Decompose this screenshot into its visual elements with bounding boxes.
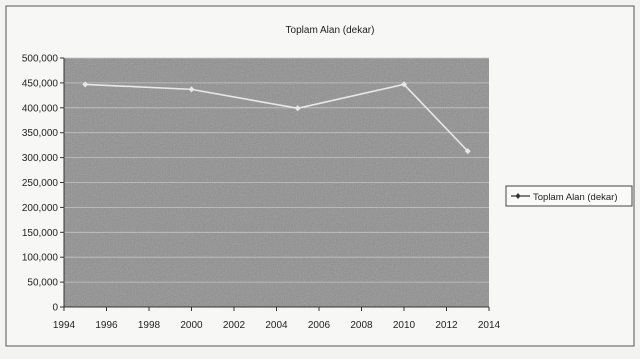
x-tick-label: 1996 bbox=[95, 320, 118, 331]
x-tick-label: 1998 bbox=[138, 320, 161, 331]
y-tick-label: 200,000 bbox=[22, 203, 59, 214]
y-tick-label: 300,000 bbox=[22, 153, 59, 164]
y-tick-label: 150,000 bbox=[22, 228, 59, 239]
y-tick-label: 450,000 bbox=[22, 78, 59, 89]
x-axis-ticks: 1994 1996 1998 2000 2002 2004 2006 2008 2010 2012… bbox=[53, 307, 501, 331]
y-tick-label: 0 bbox=[52, 303, 58, 314]
series-layer bbox=[82, 81, 471, 155]
x-tick-label: 2012 bbox=[435, 320, 458, 331]
legend-marker bbox=[515, 193, 521, 199]
x-tick-label: 2014 bbox=[478, 320, 501, 331]
x-tick-label: 1994 bbox=[53, 320, 76, 331]
legend: Toplam Alan (dekar) bbox=[505, 185, 633, 207]
x-tick-label: 2002 bbox=[223, 320, 246, 331]
y-tick-label: 100,000 bbox=[22, 253, 59, 264]
y-tick-label: 350,000 bbox=[22, 128, 59, 139]
y-tick-label: 500,000 bbox=[22, 54, 59, 65]
data-point bbox=[401, 81, 407, 88]
y-tick-label: 400,000 bbox=[22, 103, 59, 114]
x-tick-label: 2006 bbox=[308, 320, 331, 331]
legend-box bbox=[505, 185, 633, 207]
data-point bbox=[82, 81, 89, 88]
x-tick-label: 2008 bbox=[350, 320, 373, 331]
data-point bbox=[188, 86, 195, 93]
y-tick-label: 50,000 bbox=[27, 278, 58, 289]
y-axis-ticks: 0 50,000 100,000 150,000 200,000 250,000 300,0… bbox=[22, 54, 64, 314]
x-tick-label: 2000 bbox=[180, 320, 203, 331]
x-tick-label: 2010 bbox=[393, 320, 416, 331]
gridlines bbox=[64, 57, 489, 283]
x-tick-label: 2004 bbox=[265, 320, 288, 331]
legend-entry-label: Toplam Alan (dekar) bbox=[533, 192, 617, 203]
data-point bbox=[464, 148, 471, 155]
data-point bbox=[294, 105, 301, 112]
y-tick-label: 250,000 bbox=[22, 178, 59, 189]
chart-title: Toplam Alan (dekar) bbox=[286, 25, 375, 36]
